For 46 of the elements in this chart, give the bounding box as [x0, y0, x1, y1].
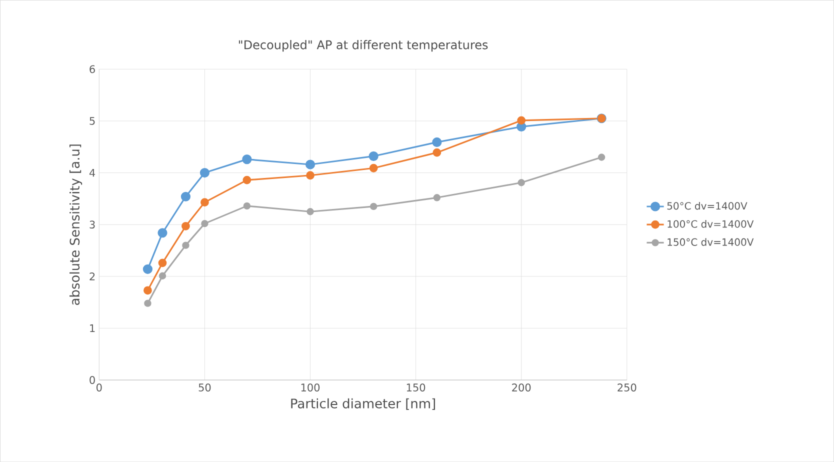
- legend-label: 150°C dv=1400V: [668, 238, 754, 246]
- point: [144, 300, 152, 307]
- point: [242, 154, 252, 164]
- point: [432, 137, 442, 147]
- point: [306, 171, 314, 180]
- x-axis-title: Particle diameter [nm]: [291, 398, 436, 410]
- point: [200, 168, 210, 178]
- x-tick-label: 50: [198, 383, 211, 392]
- point: [142, 264, 153, 274]
- point: [370, 202, 378, 210]
- point: [182, 242, 190, 249]
- point: [368, 151, 378, 161]
- legend-label: 100°C dv=1400V: [668, 220, 754, 228]
- x-tick-label: 200: [512, 383, 531, 392]
- x-tick-label: 250: [618, 383, 636, 392]
- y-tick-label: 0: [90, 376, 95, 384]
- point: [433, 194, 441, 202]
- point: [158, 228, 168, 238]
- x-tick-label: 150: [406, 383, 426, 392]
- x-tick-label: 0: [96, 383, 102, 392]
- point: [144, 286, 152, 295]
- y-tick-label: 4: [89, 168, 96, 177]
- legend-label: 50°C dv=1400V: [667, 202, 748, 210]
- point: [158, 258, 167, 268]
- y-tick-label: 2: [90, 272, 95, 280]
- point: [598, 154, 606, 161]
- point: [369, 164, 378, 172]
- point: [158, 272, 166, 280]
- y-tick-label: 6: [90, 65, 95, 74]
- point: [306, 208, 314, 216]
- point: [182, 222, 190, 230]
- y-tick-label: 3: [90, 220, 95, 228]
- x-tick-label: 100: [301, 383, 320, 392]
- point: [243, 202, 251, 210]
- y-axis-title: absolute Sensitivity [a.u]: [70, 144, 82, 305]
- chart-title: "Decoupled" AP at different temperatures: [238, 40, 488, 52]
- point: [518, 178, 525, 186]
- point: [517, 116, 526, 125]
- y-tick-label: 5: [90, 116, 95, 125]
- point: [201, 220, 208, 228]
- point: [305, 160, 316, 170]
- y-tick-label: 1: [90, 324, 95, 332]
- point: [432, 148, 442, 157]
- point: [200, 198, 209, 206]
- point: [242, 176, 252, 184]
- point: [180, 192, 191, 202]
